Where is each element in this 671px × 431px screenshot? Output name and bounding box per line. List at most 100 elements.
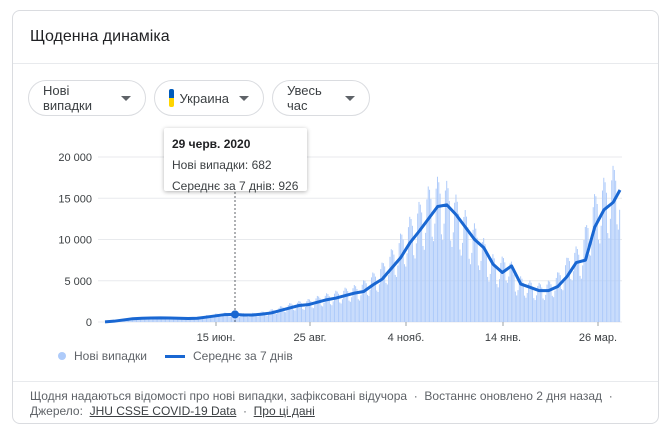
daily-bar [611, 180, 613, 322]
daily-bar [312, 308, 314, 322]
daily-bar [204, 315, 206, 322]
daily-bar [554, 290, 556, 322]
daily-bar [159, 316, 161, 322]
daily-bar [351, 297, 353, 322]
daily-bar [397, 265, 399, 322]
daily-bar [563, 281, 565, 322]
daily-bar [298, 300, 300, 322]
daily-bar [558, 272, 560, 322]
daily-bar [347, 291, 349, 322]
daily-bar [505, 280, 507, 322]
daily-bar [270, 309, 272, 322]
x-tick-label: 25 авг. [294, 332, 327, 344]
legend-line-icon [165, 354, 185, 358]
daily-bar [425, 232, 427, 322]
daily-bar [345, 288, 347, 322]
daily-bar [535, 295, 537, 322]
daily-bar [480, 260, 482, 322]
daily-bar [509, 263, 511, 322]
daily-bar [330, 304, 332, 322]
daily-bar [149, 317, 151, 322]
caret-down-icon [345, 95, 355, 101]
daily-bar [356, 288, 358, 322]
footer-note: Щодня надаються відомості про нові випад… [30, 389, 408, 403]
daily-bar [192, 319, 194, 322]
daily-bar [146, 319, 148, 322]
daily-bar [228, 316, 230, 322]
daily-bar [551, 295, 553, 322]
daily-bar [261, 311, 263, 322]
daily-bar [258, 315, 260, 322]
daily-bar [526, 292, 528, 322]
daily-bar [525, 297, 527, 322]
daily-bar [506, 282, 508, 322]
period-dropdown[interactable]: Увесь час [272, 80, 370, 116]
daily-bar [384, 266, 386, 322]
daily-bar [579, 275, 581, 322]
daily-bar [287, 305, 289, 322]
footer-divider [13, 381, 658, 382]
daily-bar [570, 278, 572, 322]
daily-bar [489, 273, 491, 322]
daily-bar [227, 313, 229, 322]
daily-bar [501, 256, 503, 322]
daily-bar [268, 313, 270, 322]
daily-bar [495, 264, 497, 322]
tooltip-average: Середнє за 7 днів: 926 [172, 179, 299, 193]
daily-bar [550, 284, 552, 322]
about-data-link[interactable]: Про ці дані [253, 404, 315, 418]
region-dropdown[interactable]: Украина [154, 80, 264, 116]
daily-bar [136, 319, 138, 322]
chart-tooltip: 29 черв. 2020 Нові випадки: 682 Середнє … [164, 128, 307, 193]
daily-bar [241, 313, 243, 322]
daily-bar [285, 312, 287, 322]
daily-bar [497, 287, 499, 322]
daily-bar [516, 295, 518, 322]
daily-bar [244, 313, 246, 322]
daily-bar [438, 182, 440, 322]
daily-bar [603, 177, 605, 322]
daily-bar [348, 300, 350, 322]
daily-bar [208, 315, 210, 322]
daily-bar [586, 225, 588, 322]
daily-bar [481, 242, 483, 322]
daily-bar [269, 310, 271, 322]
daily-bar [407, 227, 409, 322]
daily-bar [315, 298, 317, 322]
daily-bar [500, 262, 502, 322]
caret-down-icon [121, 95, 131, 101]
daily-bar [436, 176, 438, 322]
daily-bar [613, 169, 615, 322]
daily-bar [444, 190, 446, 322]
daily-bar [472, 229, 474, 322]
daily-bar [567, 257, 569, 322]
daily-bar [242, 313, 244, 322]
daily-bar [304, 306, 306, 322]
daily-bar [598, 239, 600, 322]
last-updated: Востаннє оновлено 2 дня назад [424, 389, 603, 403]
daily-bar [389, 256, 391, 322]
daily-bar [180, 318, 182, 322]
daily-bar [310, 300, 312, 322]
daily-bar [433, 241, 435, 322]
daily-bar [410, 219, 412, 322]
daily-bar [476, 237, 478, 322]
daily-bar [138, 318, 140, 322]
daily-bar [281, 306, 283, 322]
source-link[interactable]: JHU CSSE COVID-19 Data [89, 404, 237, 418]
metric-dropdown[interactable]: Нові випадки [28, 80, 146, 116]
daily-bar [311, 307, 313, 322]
daily-bar [265, 315, 267, 322]
daily-bar [542, 298, 544, 322]
ukraine-flag-icon [169, 89, 174, 107]
daily-bar [223, 313, 225, 322]
tooltip-date: 29 черв. 2020 [172, 137, 251, 151]
daily-bar [491, 258, 493, 322]
daily-bar [219, 316, 221, 322]
daily-bar [427, 186, 429, 322]
daily-bar [537, 285, 539, 322]
daily-bar [499, 279, 501, 322]
daily-bar [403, 264, 405, 322]
daily-bar [182, 319, 184, 322]
